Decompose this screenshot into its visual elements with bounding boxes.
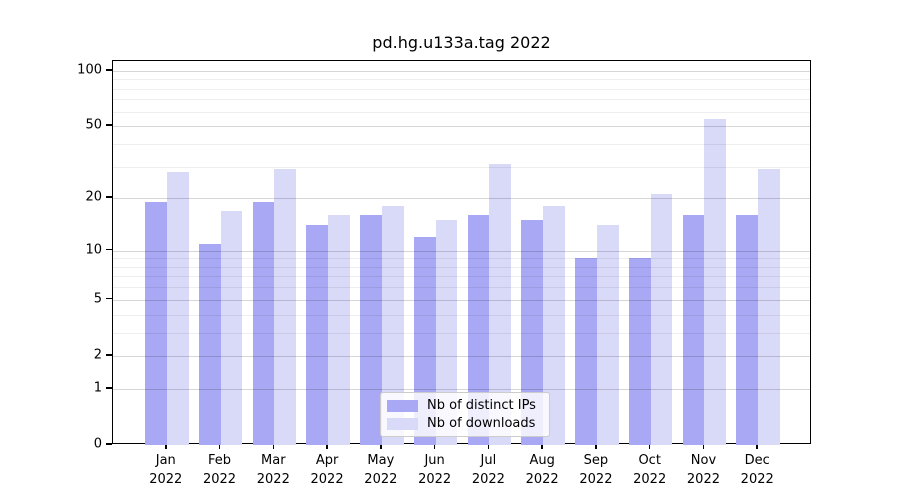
gridline-60	[113, 111, 810, 113]
x-tick-label-feb: Feb 2022	[202, 453, 237, 487]
gridline-30	[113, 166, 810, 168]
y-tick-mark-20	[106, 196, 112, 198]
y-tick-mark-50	[106, 124, 112, 126]
x-tick-mark-apr	[326, 444, 328, 449]
chart-title: pd.hg.u133a.tag 2022	[372, 33, 551, 52]
y-tick-mark-1	[106, 387, 112, 389]
gridline-7	[113, 276, 810, 278]
legend-item-distinct-ips: Nb of distinct IPs	[387, 398, 543, 413]
y-tick-label-10: 10	[85, 242, 102, 258]
x-tick-label-may: May 2022	[364, 453, 398, 487]
gridline-3	[113, 332, 810, 334]
gridline-5	[113, 299, 810, 301]
legend: Nb of distinct IPs Nb of downloads	[380, 392, 550, 437]
bar-distinct-ips-nov	[682, 215, 705, 445]
bar-downloads-dec	[758, 169, 781, 445]
y-tick-mark-10	[106, 248, 112, 251]
legend-label-distinct-ips: Nb of distinct IPs	[427, 398, 536, 413]
gridline-80	[113, 88, 810, 90]
y-tick-mark-0	[106, 443, 112, 445]
x-tick-label-aug: Aug 2022	[525, 453, 559, 487]
bar-downloads-feb	[220, 210, 243, 445]
distinct-ips-swatch-icon	[387, 399, 418, 412]
gridline-20	[113, 198, 810, 200]
plot-area	[112, 60, 811, 445]
bar-distinct-ips-mar	[252, 202, 275, 445]
x-tick-mark-jul	[487, 444, 490, 449]
bar-downloads-may	[381, 206, 404, 445]
x-tick-label-dec: Dec 2022	[740, 453, 774, 487]
bar-distinct-ips-feb	[198, 243, 221, 445]
gridline-10	[113, 250, 810, 252]
x-tick-label-jan: Jan 2022	[149, 453, 183, 487]
bar-downloads-nov	[704, 118, 727, 445]
gridline-40	[113, 143, 810, 145]
x-tick-label-apr: Apr 2022	[310, 453, 344, 487]
bar-distinct-ips-jul	[467, 215, 490, 445]
y-tick-mark-5	[106, 297, 112, 300]
y-tick-label-0: 0	[93, 436, 102, 452]
x-tick-mark-sep	[595, 444, 597, 449]
x-tick-mark-nov	[702, 444, 705, 449]
y-tick-label-2: 2	[93, 347, 102, 363]
y-tick-label-1: 1	[93, 380, 102, 396]
gridline-70	[113, 99, 810, 101]
y-tick-label-5: 5	[93, 291, 102, 307]
gridline-2	[113, 355, 810, 357]
bar-downloads-mar	[274, 169, 297, 445]
x-tick-label-jul: Jul 2022	[471, 453, 505, 487]
x-tick-mark-dec	[756, 444, 758, 449]
y-tick-label-20: 20	[85, 189, 102, 205]
y-tick-mark-2	[106, 354, 112, 356]
bar-downloads-oct	[650, 194, 673, 445]
gridline-90	[113, 79, 810, 81]
x-tick-label-nov: Nov 2022	[686, 453, 720, 487]
legend-label-downloads: Nb of downloads	[427, 416, 536, 431]
bar-downloads-apr	[328, 215, 350, 445]
x-tick-label-jun: Jun 2022	[418, 453, 452, 487]
gridline-8	[113, 266, 810, 268]
bar-distinct-ips-jan	[144, 202, 167, 445]
bar-distinct-ips-dec	[736, 215, 759, 445]
x-tick-label-sep: Sep 2022	[579, 453, 613, 487]
x-tick-mark-jan	[165, 444, 167, 449]
bar-downloads-aug	[543, 206, 565, 445]
x-tick-mark-oct	[648, 444, 651, 449]
x-tick-mark-mar	[272, 444, 275, 449]
x-tick-mark-feb	[218, 444, 221, 449]
bar-distinct-ips-apr	[306, 225, 329, 445]
gridline-1	[113, 388, 810, 390]
gridline-4	[113, 314, 810, 316]
bar-distinct-ips-sep	[575, 258, 597, 445]
gridline-6	[113, 287, 810, 289]
x-tick-mark-aug	[541, 444, 543, 449]
x-tick-label-mar: Mar 2022	[256, 453, 290, 487]
bar-distinct-ips-aug	[521, 220, 544, 445]
bar-downloads-jan	[166, 171, 189, 445]
gridline-100	[113, 70, 810, 72]
bar-downloads-jun	[435, 220, 458, 445]
bar-downloads-jul	[489, 163, 512, 445]
y-tick-mark-100	[106, 69, 112, 71]
x-tick-label-oct: Oct 2022	[633, 453, 667, 487]
x-tick-mark-may	[380, 444, 382, 449]
downloads-swatch-icon	[387, 417, 418, 430]
gridline-9	[113, 258, 810, 260]
x-tick-mark-jun	[433, 444, 436, 449]
y-tick-label-100: 100	[77, 62, 102, 78]
y-tick-label-50: 50	[85, 117, 102, 133]
gridline-50	[113, 126, 810, 128]
bar-distinct-ips-may	[360, 215, 382, 445]
bar-distinct-ips-oct	[628, 258, 651, 445]
bar-downloads-sep	[596, 225, 619, 445]
legend-item-downloads: Nb of downloads	[387, 416, 543, 431]
